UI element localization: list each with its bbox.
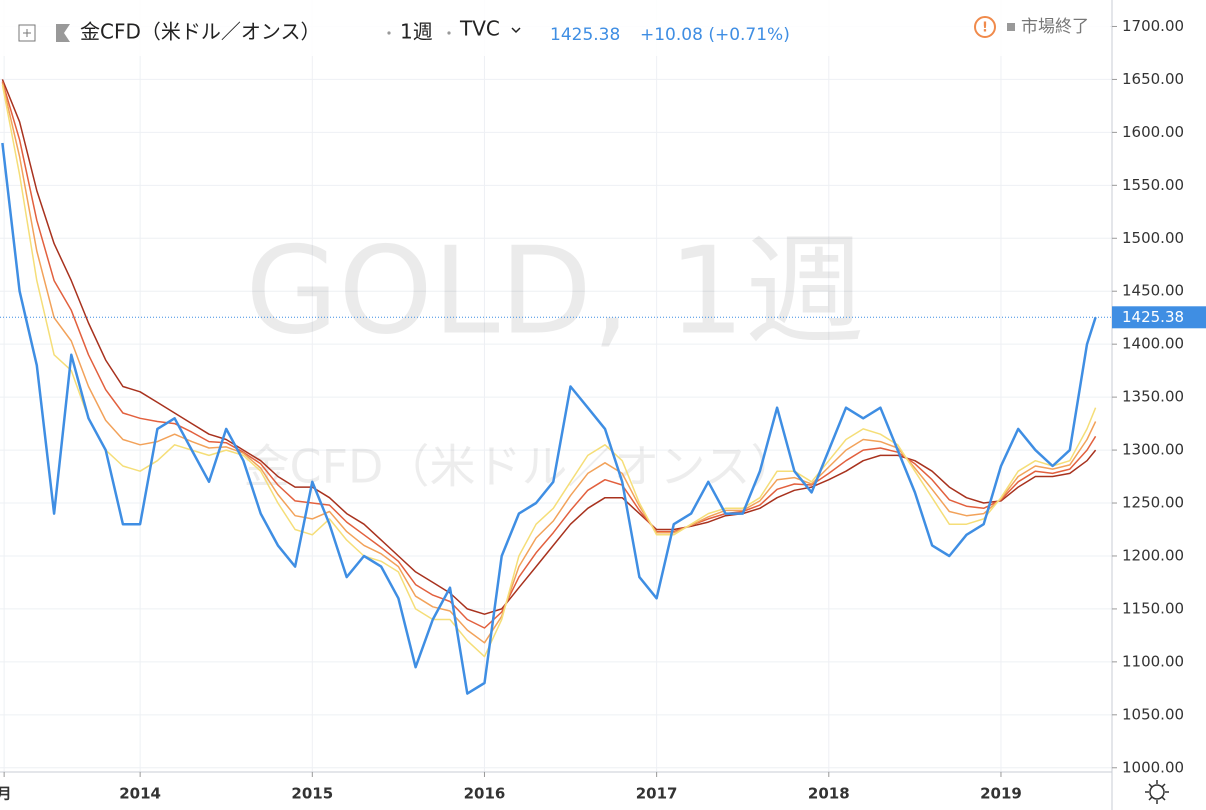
y-tick-label: 1650.00 bbox=[1122, 70, 1184, 88]
y-tick-label: 1250.00 bbox=[1122, 494, 1184, 512]
series-line bbox=[1, 81, 1097, 629]
y-tick-label: 1400.00 bbox=[1122, 335, 1184, 353]
y-tick-label: 1050.00 bbox=[1122, 705, 1184, 723]
axes: 1000.00 1050.00 1100.00 1150.00 1200.00 1250.… bbox=[0, 17, 1206, 803]
series-line bbox=[1, 84, 1097, 658]
series-line bbox=[1, 79, 1097, 615]
last-price-label: 1425.38 bbox=[1122, 308, 1184, 326]
x-tick-label: 2016 bbox=[464, 785, 506, 803]
x-tick-label: 月 bbox=[0, 785, 12, 803]
x-tick-label: 2019 bbox=[980, 785, 1022, 803]
alert-icon[interactable] bbox=[974, 16, 996, 38]
y-tick-label: 1600.00 bbox=[1122, 123, 1184, 141]
settings-rays bbox=[1145, 780, 1169, 804]
watermark: GOLD, 1週 bbox=[245, 223, 864, 362]
y-tick-label: 1100.00 bbox=[1122, 652, 1184, 670]
y-tick-label: 1450.00 bbox=[1122, 282, 1184, 300]
y-tick-label: 1350.00 bbox=[1122, 388, 1184, 406]
x-tick-label: 2015 bbox=[291, 785, 333, 803]
symbol[interactable]: 金CFD（米ドル／オンス） bbox=[80, 20, 320, 44]
separator bbox=[447, 31, 451, 35]
flag-icon[interactable] bbox=[56, 24, 70, 42]
watermark-sub: 金CFD（米ドル／オンス） bbox=[243, 440, 796, 494]
x-tick-label: 2014 bbox=[119, 785, 161, 803]
y-tick-label: 1150.00 bbox=[1122, 599, 1184, 617]
change: +10.08 (+0.71%) bbox=[640, 25, 790, 45]
y-tick-label: 1700.00 bbox=[1122, 17, 1184, 35]
expand-plus bbox=[23, 29, 31, 37]
y-tick-label: 1200.00 bbox=[1122, 546, 1184, 564]
chevron bbox=[511, 27, 521, 34]
plot bbox=[0, 79, 1112, 695]
source[interactable]: TVC bbox=[459, 17, 500, 41]
separator bbox=[387, 31, 391, 35]
interval[interactable]: 1週 bbox=[400, 20, 433, 44]
y-tick-label: 1550.00 bbox=[1122, 176, 1184, 194]
y-tick-label: 1000.00 bbox=[1122, 758, 1184, 776]
price: 1425.38 bbox=[550, 25, 620, 45]
status: 市場終了 bbox=[1021, 17, 1089, 37]
settings-icon[interactable] bbox=[1149, 784, 1165, 800]
y-tick-label: 1500.00 bbox=[1122, 229, 1184, 247]
grid bbox=[0, 0, 1112, 772]
y-tick-label: 1300.00 bbox=[1122, 441, 1184, 459]
alert-mark: ! bbox=[982, 21, 988, 36]
x-tick-label: 2017 bbox=[636, 785, 678, 803]
x-tick-label: 2018 bbox=[808, 785, 850, 803]
expand-icon[interactable] bbox=[18, 24, 36, 42]
series-line bbox=[1, 142, 1097, 695]
status-square bbox=[1007, 23, 1015, 31]
header-bg bbox=[0, 0, 1110, 56]
last-price-tag bbox=[1112, 306, 1206, 329]
